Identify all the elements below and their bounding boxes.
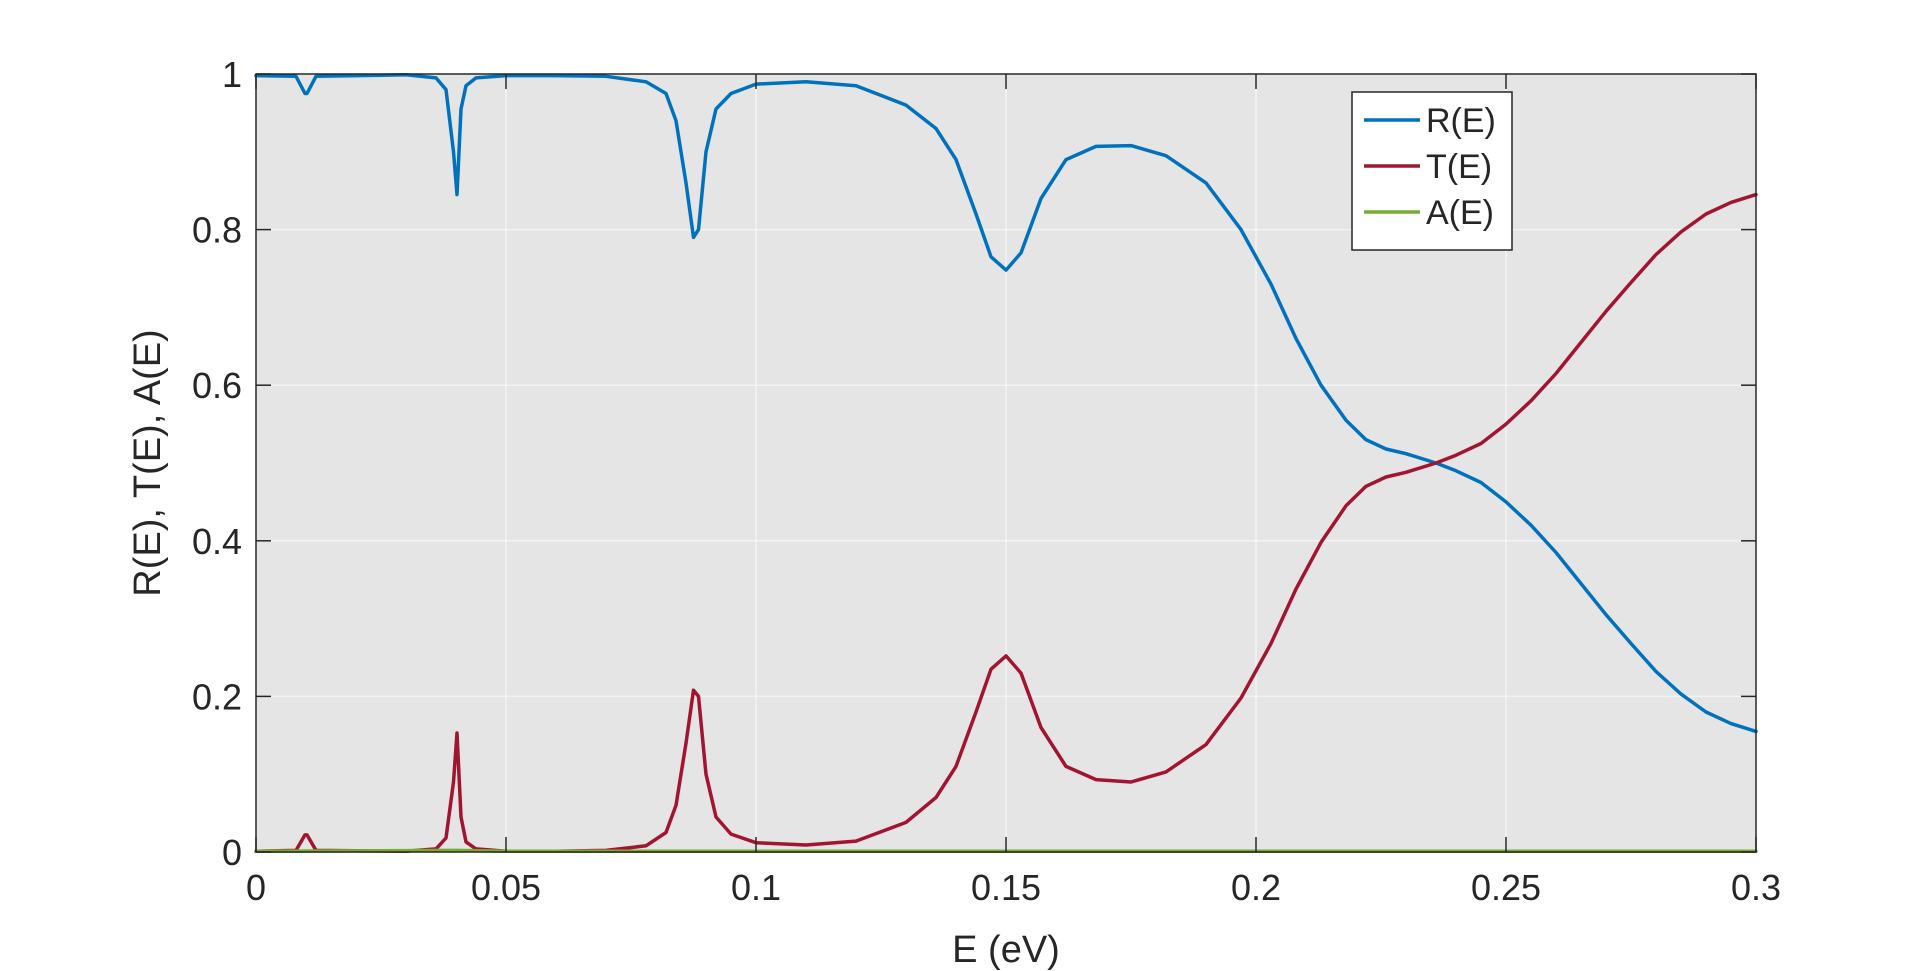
y-tick-label: 1 [222, 54, 242, 95]
x-tick-label: 0.2 [1231, 867, 1281, 908]
y-tick-label: 0 [222, 832, 242, 873]
x-tick-label: 0.05 [471, 867, 541, 908]
axis-ticks [255, 73, 1757, 853]
series-line-ae [254, 848, 1758, 853]
x-tick-label: 0.1 [731, 867, 781, 908]
series-line-re [254, 73, 1758, 734]
y-tick-label: 0.8 [192, 210, 242, 251]
y-axis-title: R(E), T(E), A(E) [127, 329, 169, 596]
x-axis-title: E (eV) [952, 929, 1060, 971]
x-tick-label: 0.15 [971, 867, 1041, 908]
y-tick-label: 0.4 [192, 521, 242, 562]
x-tick-label: 0.25 [1471, 867, 1541, 908]
legend-label: T(E) [1426, 148, 1492, 186]
legend-label: A(E) [1426, 194, 1494, 232]
x-tick-label: 0.3 [1731, 867, 1781, 908]
legend: R(E) T(E) A(E) [1351, 91, 1513, 251]
x-tick-label: 0 [246, 867, 266, 908]
series-line-te [254, 192, 1758, 853]
series-group [254, 73, 1758, 853]
y-tick-label: 0.2 [192, 676, 242, 717]
tick-labels: 0 0.05 0.1 0.15 0.2 0.25 0.3 0 0.2 0.4 0.6 0.8 1 [192, 54, 1781, 908]
y-tick-label: 0.6 [192, 365, 242, 406]
legend-label: R(E) [1426, 102, 1496, 140]
